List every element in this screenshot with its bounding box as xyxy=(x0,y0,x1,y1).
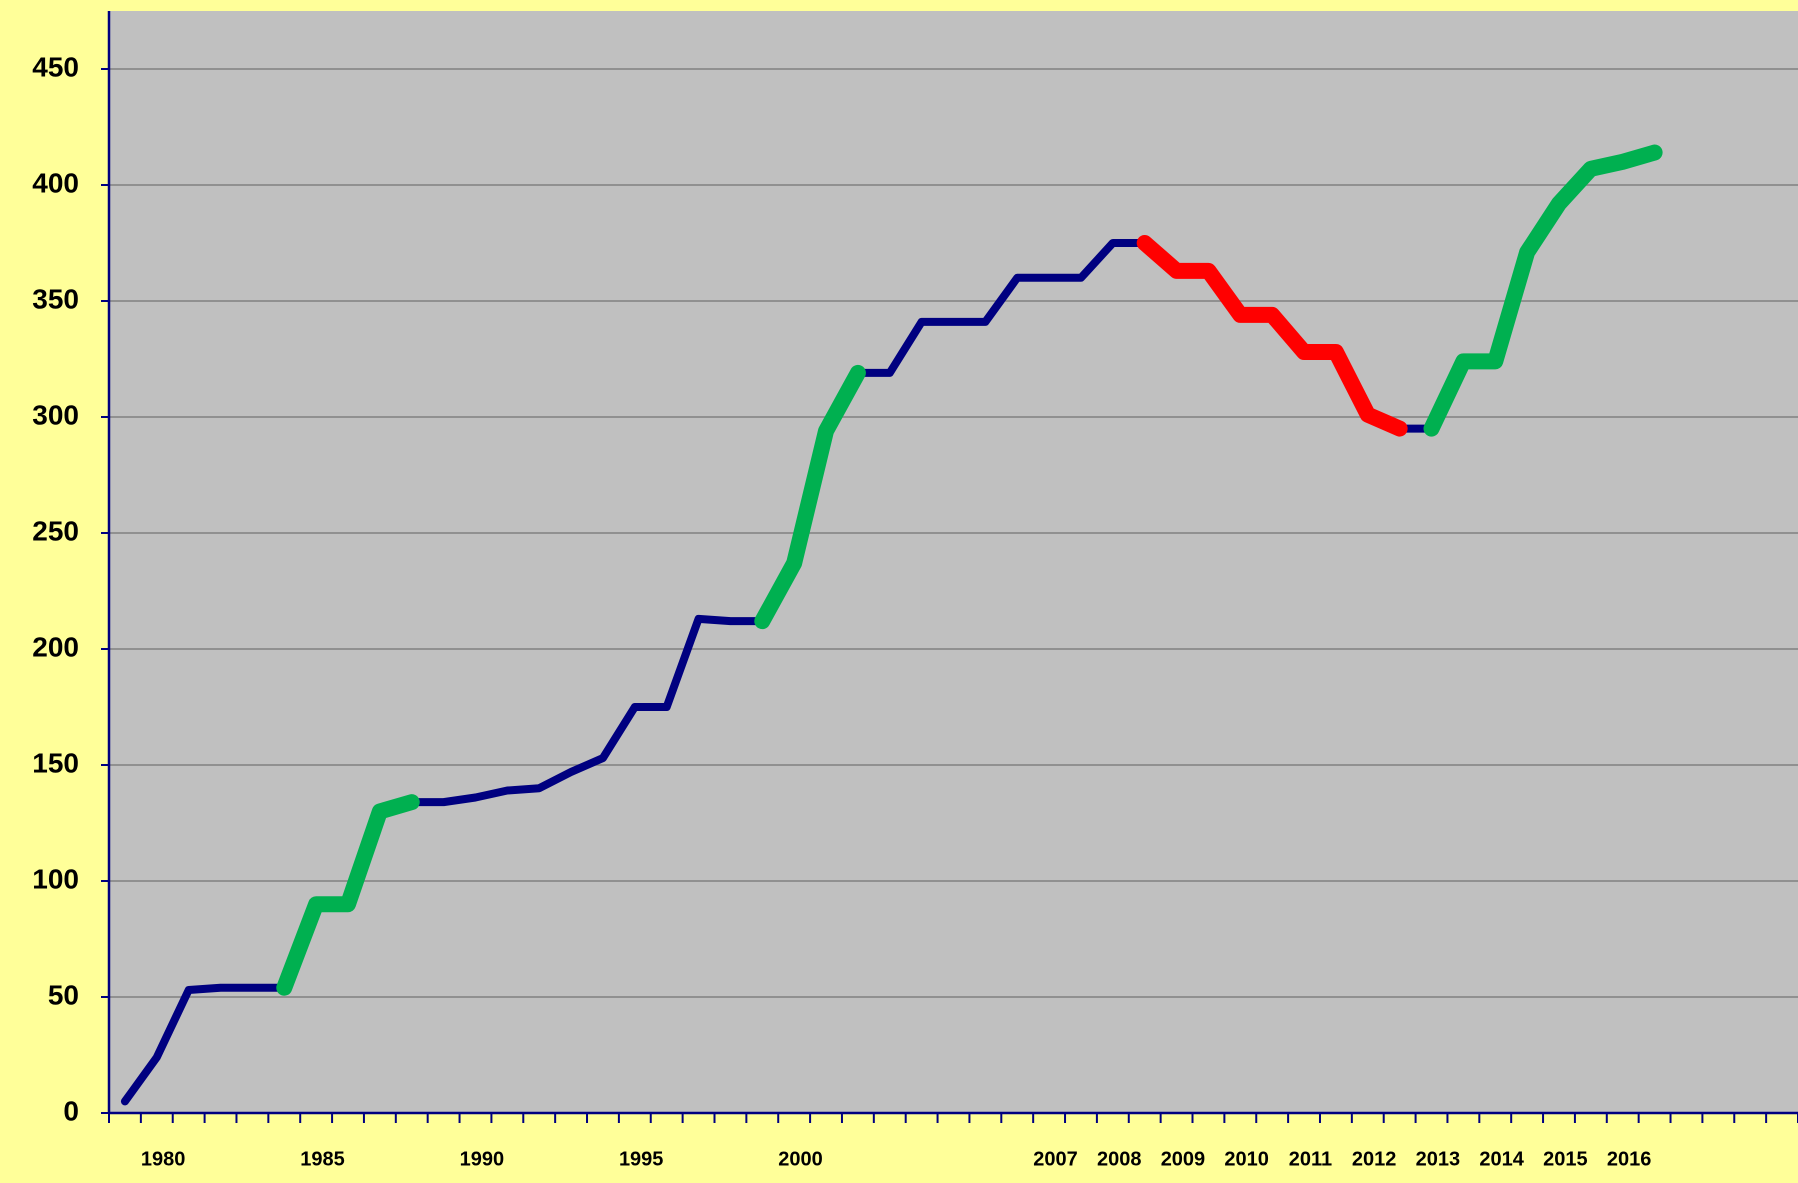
x-tick-label: 2010 xyxy=(1224,1148,1269,1170)
y-tick-label: 50 xyxy=(48,979,79,1010)
x-tick-label: 2012 xyxy=(1352,1148,1397,1170)
x-tick-label: 1990 xyxy=(460,1148,505,1170)
y-tick-label: 0 xyxy=(63,1095,79,1126)
y-tick-label: 450 xyxy=(32,51,79,82)
line-segment xyxy=(276,794,420,996)
y-tick-label: 150 xyxy=(32,747,79,778)
x-tick-label: 1995 xyxy=(619,1148,664,1170)
x-tick-label: 2016 xyxy=(1607,1148,1652,1170)
x-tick-label: 1980 xyxy=(141,1148,186,1170)
x-tick-label: 2015 xyxy=(1543,1148,1588,1170)
x-tick-label: 2008 xyxy=(1097,1148,1142,1170)
y-tick-label: 350 xyxy=(32,283,79,314)
plot-area xyxy=(109,11,1798,1113)
line-segment xyxy=(1136,235,1408,437)
y-tick-label: 400 xyxy=(32,167,79,198)
line-segment xyxy=(1423,144,1663,437)
y-tick-label: 100 xyxy=(32,863,79,894)
y-tick-label: 300 xyxy=(32,399,79,430)
x-tick-label: 1985 xyxy=(300,1148,345,1170)
line-segment xyxy=(754,364,866,630)
x-tick-label: 2000 xyxy=(778,1148,823,1170)
y-tick-label: 200 xyxy=(32,631,79,662)
x-tick-label: 2009 xyxy=(1161,1148,1206,1170)
x-tick-label: 2011 xyxy=(1289,1148,1332,1170)
x-tick-label: 2007 xyxy=(1033,1148,1078,1170)
x-tick-label: 2013 xyxy=(1416,1148,1461,1170)
y-tick-label: 250 xyxy=(32,515,79,546)
x-tick-label: 2014 xyxy=(1479,1148,1524,1170)
